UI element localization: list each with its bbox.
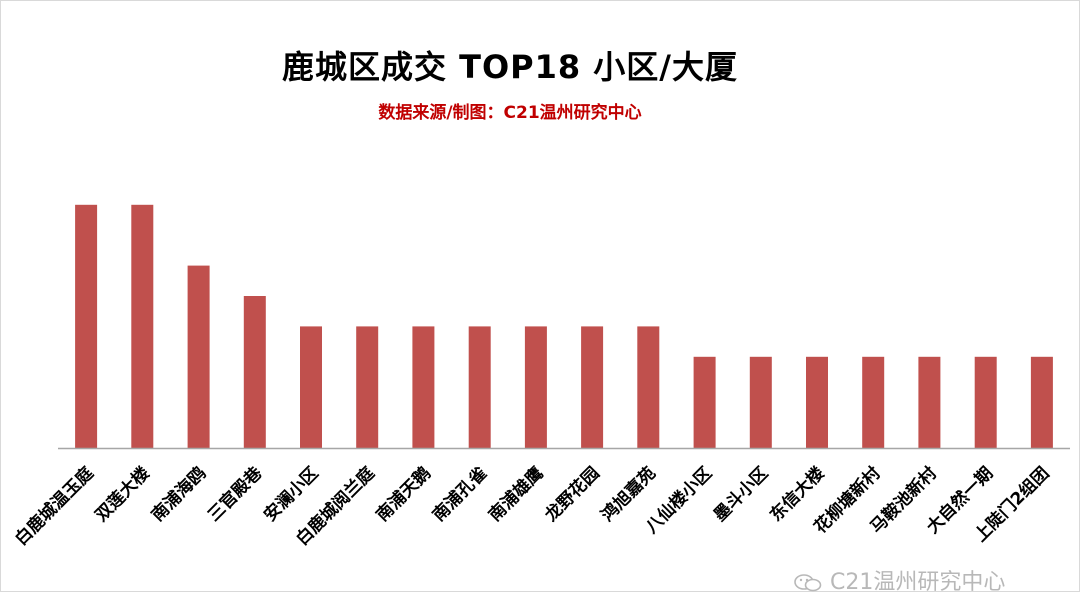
bar xyxy=(131,204,154,448)
bar xyxy=(918,356,941,448)
category-label: 南浦海鸥 xyxy=(147,463,210,526)
bar xyxy=(1030,356,1053,448)
category-label: 墨斗小区 xyxy=(710,463,772,525)
category-label: 南浦雄鹰 xyxy=(485,463,548,526)
bar xyxy=(974,356,997,448)
bar-group xyxy=(75,204,1053,448)
category-label: 龙野花园 xyxy=(540,463,604,527)
bar xyxy=(581,326,604,448)
watermark: C21温州研究中心 xyxy=(793,564,1073,595)
bar xyxy=(749,356,772,448)
bar xyxy=(356,326,379,448)
category-label-group: 白鹿城温玉庭双莲大楼南浦海鸥三官殿巷安澜小区白鹿城阅兰庭南浦天鹅南浦孔雀南浦雄鹰… xyxy=(11,462,1054,550)
bar xyxy=(524,326,547,448)
bar xyxy=(187,265,210,448)
chart-title: 鹿城区成交 TOP18 小区/大厦 xyxy=(282,48,738,86)
chart-subtitle: 数据来源/制图：C21温州研究中心 xyxy=(378,103,642,123)
wechat-icon xyxy=(793,573,823,593)
category-label: 双莲大楼 xyxy=(91,463,154,526)
category-label: 南浦天鹅 xyxy=(372,463,435,526)
bar xyxy=(412,326,435,448)
bar xyxy=(468,326,491,448)
category-label: 白鹿城温玉庭 xyxy=(11,463,98,550)
category-label: 三官殿巷 xyxy=(203,462,267,526)
bar xyxy=(637,326,660,448)
category-label: 南浦孔雀 xyxy=(428,463,491,526)
watermark-text: C21温州研究中心 xyxy=(830,570,1006,595)
bar xyxy=(862,356,885,448)
bar xyxy=(693,356,716,448)
bar xyxy=(300,326,322,448)
bar xyxy=(806,356,828,448)
bar xyxy=(75,204,98,448)
bar xyxy=(243,296,266,448)
